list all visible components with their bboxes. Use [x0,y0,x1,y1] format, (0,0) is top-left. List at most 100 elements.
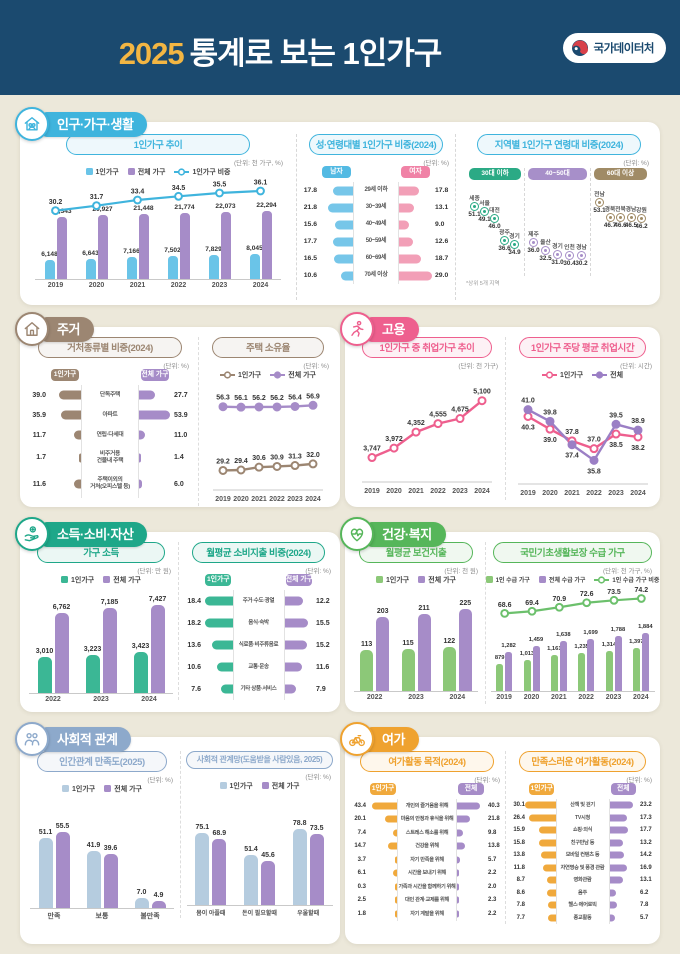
chart-home-ownership: 주택 소유율 (단위: %) 1인가구 전체 가구 2019 2020 2021 2022 20… [198,337,332,506]
svg-text:35.8: 35.8 [587,468,601,475]
point-ring-icon [577,251,586,261]
chart-consumption-share: 월평균 소비지출 비중(2024) (단위: %) 1인가구 전체 가구 18.4 주거·… [178,542,334,700]
butterfly-row: 8.7 영화관람 13.1 [510,874,655,887]
butterfly-row: 17.8 29세 이하 17.8 [300,182,452,199]
svg-text:29.2: 29.2 [216,458,230,465]
value-label: 7,502 [164,247,181,255]
value-label: 55.5 [55,823,70,830]
region-name: 경남 [625,207,637,214]
legend-label: 1인가구 [238,371,262,379]
x-tick-label: 돈이 필요할때 [242,911,277,917]
region-point: 제주 36.0 [527,232,539,254]
bar-left [543,864,556,872]
bar-right [399,271,433,280]
butterfly-headers: 남자 여자 [300,166,452,180]
legend-label: 1인 수급 가구 [495,578,530,584]
point-ring-icon [626,213,636,223]
section-badge: 고용 [340,312,419,346]
svg-text:2024: 2024 [630,490,646,497]
bar-plot: 2022 3,010 6,762 2023 3,223 7,185 2024 3,423 7,4… [29,587,173,706]
bar-left [546,889,556,897]
svg-text:5,100: 5,100 [473,389,491,396]
value-label: 73.5 [309,825,324,833]
series-header-right: 전체 가구 [140,369,170,381]
region-group: 40~50대 제주 36.0 울산 32.5 경기 31.0 인천 30.4 경남 30.2 [524,168,590,276]
bar-area-right [609,874,638,887]
bar-area-left [204,590,233,612]
chart-legend: 1인가구 전체 가구 [28,783,176,794]
x-tick-label: 2024 [141,696,157,703]
bicycle-icon [340,722,374,756]
svg-text:30.2: 30.2 [49,199,63,206]
region-value: 46.7 [603,221,617,229]
value-left: 17.8 [303,187,317,194]
svg-text:41.0: 41.0 [521,398,535,405]
value-label: 75.1 [195,823,210,831]
legend-item: 전체 가구 [127,167,165,177]
region-name: 인천 [564,244,575,251]
section-title: 사회적 관계 [42,726,132,752]
section-title: 인구·가구·생활 [42,111,148,137]
region-point: 경북 46.7 [604,207,616,229]
butterfly-row: 18.2 음식·숙박 15.5 [183,612,334,634]
legend-item: 1인가구 [541,370,583,380]
series-header-right: 여자 [400,166,431,178]
bar-area-right [609,812,638,825]
bar-left [340,271,353,280]
chart-social-network: 사회적 관계망(도움받을 사람있음, 2025) (단위: %) 1인가구 전체 가구… [180,751,334,918]
region-group-header: 60대 이상 [594,168,647,180]
value-label: 115 [402,640,414,648]
bar-area-right [284,678,314,700]
chart-legend: 1인가구 전체 가구 [204,369,332,380]
svg-text:2023: 2023 [452,488,468,495]
svg-text:39.0: 39.0 [543,437,557,444]
header-area-left: 남자 [320,166,353,180]
region-value: 46.6 [614,221,627,229]
bar [587,638,595,691]
bar-area-right [139,385,171,405]
bar-area-right [284,656,314,678]
bar [97,215,108,279]
bar-area-left [204,656,233,678]
value-label: 1,235 [574,643,589,650]
bar-area-left [369,894,397,908]
taegeuk-icon [571,40,588,56]
bar-area-left [320,199,353,216]
bar [44,260,55,279]
value-label: 122 [443,637,456,645]
svg-text:2023: 2023 [608,490,624,497]
value-left: 18.2 [187,619,201,627]
value-label: 6,762 [52,603,71,611]
butterfly-row: 8.6 음주 6.2 [510,886,655,899]
chart-gender-age-share: 성·연령대별 1인가구 비중(2024) (단위: %) 남자 여자 17.8 29세 이… [296,134,456,300]
value-label: 1,459 [528,637,544,644]
value-right: 16.9 [640,864,652,871]
bar-left [60,410,81,420]
svg-text:3,972: 3,972 [385,436,403,443]
bar [578,652,586,691]
bar-right [284,618,308,628]
bar-area-left [528,837,556,850]
bar [261,861,275,905]
value-left: 7.4 [357,829,366,836]
svg-text:72.6: 72.6 [579,591,593,598]
bar [605,650,613,691]
value-label: 4.9 [153,892,164,900]
bar-area-right [139,470,171,498]
region-group: 30대 이하 세종 51.1 서울 49.1 대전 46.0 광주 36.6 경기 34.9 [466,168,524,276]
bar-area-right [609,824,638,837]
x-tick-label: 2022 [366,694,383,701]
bar-area-right [609,849,638,862]
value-label: 1,884 [638,624,653,630]
chart-title: 1인가구 추이 [65,134,251,155]
bar-left [332,186,353,195]
legend-swatch [85,168,93,175]
region-value: 34.9 [508,249,521,257]
value-label: 51.4 [244,846,258,854]
svg-text:2020: 2020 [233,496,249,503]
bar-left [371,802,397,810]
legend-swatch [104,785,112,792]
bar-left [205,618,233,628]
butterfly-row: 11.6 주택이외의 거처(오피스텔 등) 6.0 [28,470,192,498]
x-tick-label: 보통 [95,913,109,920]
